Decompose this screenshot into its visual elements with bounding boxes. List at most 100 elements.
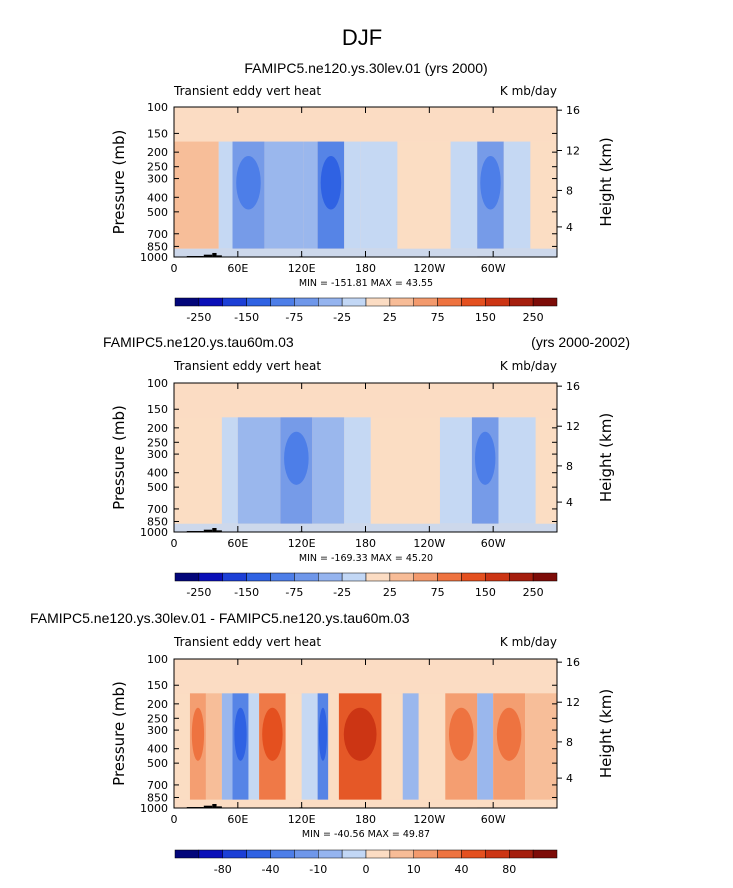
colorbar-swatch [461, 849, 486, 859]
field-core [234, 707, 247, 761]
colorbar-swatch [437, 849, 462, 859]
y-tick-label: 250 [147, 436, 168, 449]
chart-panel-2: FAMIPC5.ne120.ys.tau60m.03 (yrs 2000-2002… [103, 334, 630, 599]
colorbar-swatch [485, 849, 510, 859]
y-tick-label: 1000 [140, 802, 168, 815]
x-tick-label: 60E [227, 813, 248, 826]
colorbar-label: 0 [363, 863, 370, 876]
colorbar-swatch [461, 572, 486, 582]
y-tick-label: 500 [147, 481, 168, 494]
colorbar-label: 40 [455, 863, 469, 876]
colorbar-label: -150 [234, 311, 259, 324]
field-band [285, 693, 302, 800]
colorbar-swatch [413, 297, 438, 307]
colorbar-label: -75 [285, 311, 303, 324]
colorbar-swatch [461, 297, 486, 307]
field-core [262, 707, 283, 761]
y-axis-label: Pressure (mb) [110, 405, 128, 510]
y-right-axis-label: Height (km) [597, 137, 615, 226]
y-axis-label: Pressure (mb) [110, 681, 128, 786]
topography-block [212, 803, 217, 808]
field-band [503, 141, 531, 249]
x-tick-label: 120E [288, 262, 316, 275]
colorbar-swatch [437, 297, 462, 307]
y-tick-label: 850 [147, 515, 168, 528]
field-core [318, 707, 328, 761]
colorbar-swatch [532, 297, 558, 307]
colorbar-swatch [318, 849, 343, 859]
colorbar-label: -75 [285, 586, 303, 599]
field-band [530, 141, 557, 249]
colorbar-swatch [174, 572, 200, 582]
x-tick-label: 60W [481, 813, 506, 826]
panel-title: FAMIPC5.ne120.ys.tau60m.03 [103, 334, 294, 350]
min-max-label: MIN = -151.81 MAX = 43.55 [299, 278, 433, 289]
chart-panel-1: FAMIPC5.ne120.ys.30lev.01 (yrs 2000) Tran… [110, 60, 615, 324]
colorbar-swatch [198, 572, 223, 582]
colorbar-label: 25 [383, 586, 397, 599]
field-band [303, 141, 318, 249]
colorbar-swatch [485, 297, 510, 307]
y-right-tick-label: 16 [566, 104, 580, 117]
panel-subtitle: Transient eddy vert heat [173, 635, 321, 649]
y-tick-label: 500 [147, 206, 168, 219]
field-band [477, 693, 494, 800]
colorbar-swatch [413, 849, 438, 859]
y-tick-label: 250 [147, 161, 168, 174]
colorbar-label: -250 [186, 311, 211, 324]
plot-area [174, 383, 557, 532]
colorbar-label: 150 [475, 586, 496, 599]
y-tick-label: 150 [147, 127, 168, 140]
colorbar-label: 10 [407, 863, 421, 876]
colorbar-label: -150 [234, 586, 259, 599]
colorbar-swatch [270, 297, 295, 307]
x-tick-label: 120W [413, 537, 445, 550]
y-tick-label: 500 [147, 757, 168, 770]
colorbar-label: 25 [383, 311, 397, 324]
field-band [439, 417, 472, 524]
field-band [264, 141, 304, 249]
colorbar-swatch [389, 297, 414, 307]
field-band [221, 417, 238, 524]
field-band [402, 693, 419, 800]
y-tick-label: 100 [147, 653, 168, 666]
panel-years: (yrs 2000-2002) [531, 334, 630, 350]
figure-title: DJF [342, 25, 382, 50]
colorbar-label: -25 [333, 311, 351, 324]
field-band [535, 417, 557, 524]
plot-area [174, 659, 557, 808]
y-tick-label: 150 [147, 403, 168, 416]
panel-title: FAMIPC5.ne120.ys.30lev.01 - FAMIPC5.ne12… [30, 610, 410, 626]
plot-area [174, 107, 557, 257]
colorbar-label: -250 [186, 586, 211, 599]
colorbar-swatch [294, 297, 319, 307]
colorbar: -80 -40 -10 0 10 40 80 [174, 849, 558, 876]
field-band [525, 693, 557, 800]
y-right-tick-label: 4 [566, 221, 573, 234]
topography-block [216, 255, 222, 257]
x-tick-label: 60W [481, 262, 506, 275]
y-right-tick-label: 12 [566, 420, 580, 433]
x-tick-label: 0 [171, 813, 178, 826]
colorbar-swatch [222, 849, 247, 859]
colorbar-swatch [198, 297, 223, 307]
field-band [174, 693, 190, 800]
x-tick-label: 120E [288, 537, 316, 550]
colorbar-label: 75 [431, 586, 445, 599]
panel-units: K mb/day [500, 635, 557, 649]
y-tick-label: 200 [147, 146, 168, 159]
panel-units: K mb/day [500, 84, 557, 98]
y-right-tick-label: 16 [566, 380, 580, 393]
colorbar-swatch [246, 849, 271, 859]
colorbar: -250 -150 -75 -25 25 75 150 250 [174, 297, 558, 324]
field-core [284, 431, 309, 485]
colorbar: -250 -150 -75 -25 25 75 150 250 [174, 572, 558, 599]
colorbar-label: -25 [333, 586, 351, 599]
field-band [218, 141, 233, 249]
y-right-axis-label: Height (km) [597, 689, 615, 778]
colorbar-swatch [341, 572, 367, 582]
colorbar-swatch [532, 849, 558, 859]
x-tick-label: 120W [413, 262, 445, 275]
colorbar-swatch [341, 297, 367, 307]
field-band [344, 417, 371, 524]
